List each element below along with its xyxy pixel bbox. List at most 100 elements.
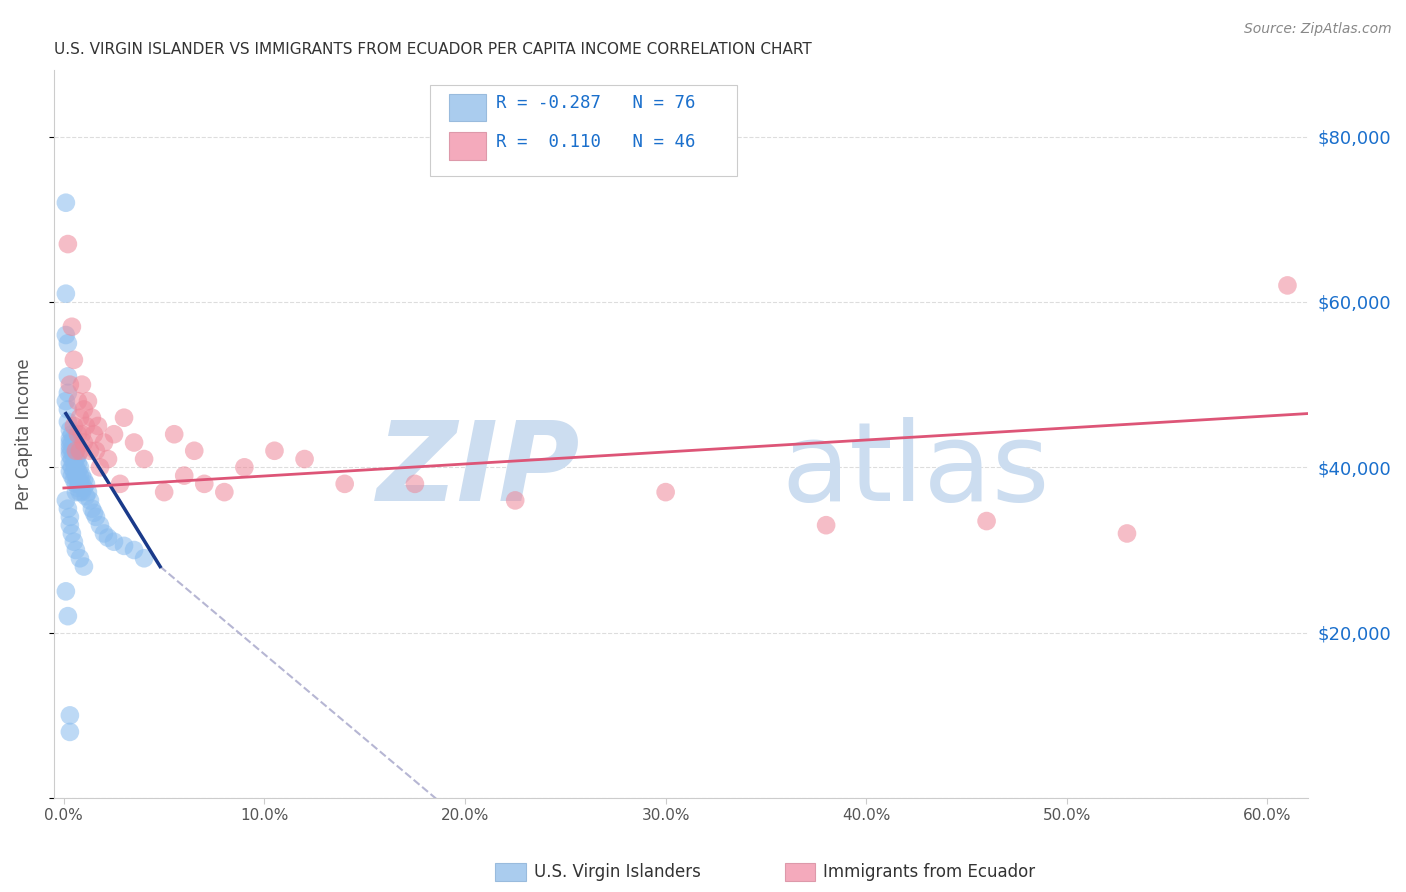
Point [75, 476, 97, 491]
Point [69, 476, 91, 491]
Point [63, 352, 86, 367]
Point [63, 473, 86, 487]
Point [70, 377, 93, 392]
Point [63, 456, 86, 470]
Point [63, 440, 86, 454]
Point [60, 427, 83, 442]
Point [77, 485, 100, 500]
Point [122, 543, 145, 558]
Point [56, 237, 79, 252]
Point [66, 448, 89, 462]
Point [163, 427, 186, 442]
Point [132, 452, 155, 467]
Y-axis label: Per Capita Income: Per Capita Income [15, 359, 32, 510]
Point [65, 543, 87, 558]
Point [66, 465, 89, 479]
Point [70, 427, 93, 442]
Point [56, 369, 79, 384]
Point [65, 460, 87, 475]
Text: R = -0.287   N = 76: R = -0.287 N = 76 [496, 95, 696, 112]
Point [103, 534, 125, 549]
Point [66, 427, 89, 442]
Point [59, 377, 82, 392]
Point [75, 419, 97, 434]
Point [93, 526, 115, 541]
Point [976, 514, 998, 528]
FancyBboxPatch shape [430, 85, 737, 176]
Point [56, 385, 79, 400]
Text: Immigrants from Ecuador: Immigrants from Ecuador [823, 863, 1035, 881]
Point [83, 427, 105, 442]
Point [66, 456, 89, 470]
Point [55, 328, 77, 343]
Point [63, 465, 86, 479]
Point [89, 460, 111, 475]
Point [503, 493, 526, 508]
Point [333, 476, 356, 491]
Point [59, 510, 82, 524]
Point [108, 476, 131, 491]
Point [63, 419, 86, 434]
Point [153, 485, 176, 500]
Point [183, 443, 205, 458]
Point [56, 402, 79, 417]
Point [103, 427, 125, 442]
Point [73, 559, 96, 574]
Point [75, 489, 97, 503]
Point [73, 481, 96, 495]
Point [63, 448, 86, 462]
Point [83, 506, 105, 520]
Point [63, 431, 86, 445]
Point [79, 493, 101, 508]
Point [59, 465, 82, 479]
Point [55, 493, 77, 508]
Point [93, 435, 115, 450]
Point [97, 452, 120, 467]
Text: U.S. VIRGIN ISLANDER VS IMMIGRANTS FROM ECUADOR PER CAPITA INCOME CORRELATION CH: U.S. VIRGIN ISLANDER VS IMMIGRANTS FROM … [53, 42, 811, 57]
Text: U.S. Virgin Islanders: U.S. Virgin Islanders [534, 863, 702, 881]
Point [66, 473, 89, 487]
Point [97, 531, 120, 545]
Point [59, 440, 82, 454]
Point [65, 468, 87, 483]
Point [55, 286, 77, 301]
Point [59, 435, 82, 450]
Point [73, 435, 96, 450]
Point [55, 394, 77, 409]
Point [70, 476, 93, 491]
Point [65, 485, 87, 500]
Point [60, 443, 83, 458]
Point [77, 394, 100, 409]
Point [193, 476, 215, 491]
Point [63, 534, 86, 549]
Point [112, 410, 135, 425]
Point [84, 510, 107, 524]
Point [65, 443, 87, 458]
Point [69, 485, 91, 500]
Point [59, 431, 82, 445]
Point [66, 394, 89, 409]
Point [65, 443, 87, 458]
FancyBboxPatch shape [449, 132, 486, 160]
Point [59, 725, 82, 739]
Point [69, 468, 91, 483]
Point [173, 468, 195, 483]
Point [1116, 526, 1139, 541]
Text: R =  0.110   N = 46: R = 0.110 N = 46 [496, 133, 696, 151]
Point [214, 485, 236, 500]
Point [70, 468, 93, 483]
Point [60, 460, 83, 475]
Point [79, 443, 101, 458]
Point [89, 518, 111, 533]
Point [56, 609, 79, 624]
Point [66, 481, 89, 495]
Point [55, 195, 77, 210]
Point [70, 485, 93, 500]
Point [59, 518, 82, 533]
Point [59, 708, 82, 723]
Point [84, 443, 107, 458]
Point [73, 473, 96, 487]
Text: atlas: atlas [780, 417, 1049, 524]
Point [56, 415, 79, 429]
FancyBboxPatch shape [449, 94, 486, 121]
